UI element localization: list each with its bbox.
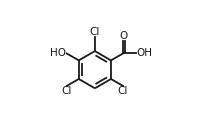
Text: O: O <box>120 31 128 41</box>
Text: OH: OH <box>136 48 152 58</box>
Text: Cl: Cl <box>118 86 128 96</box>
Text: Cl: Cl <box>90 27 100 37</box>
Text: Cl: Cl <box>62 86 72 96</box>
Text: HO: HO <box>50 48 66 59</box>
